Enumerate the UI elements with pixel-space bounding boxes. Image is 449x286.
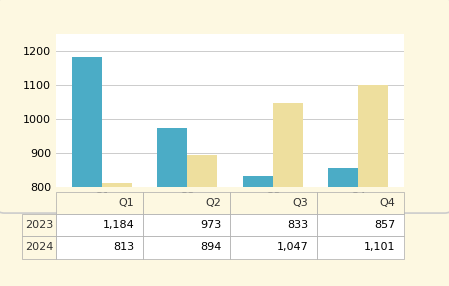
Bar [328, 168, 358, 286]
Bar [358, 85, 388, 286]
Bar [243, 176, 273, 286]
Bar [187, 155, 217, 286]
Bar [102, 183, 132, 286]
Bar [273, 103, 303, 286]
Bar [72, 57, 102, 286]
Bar [158, 128, 187, 286]
